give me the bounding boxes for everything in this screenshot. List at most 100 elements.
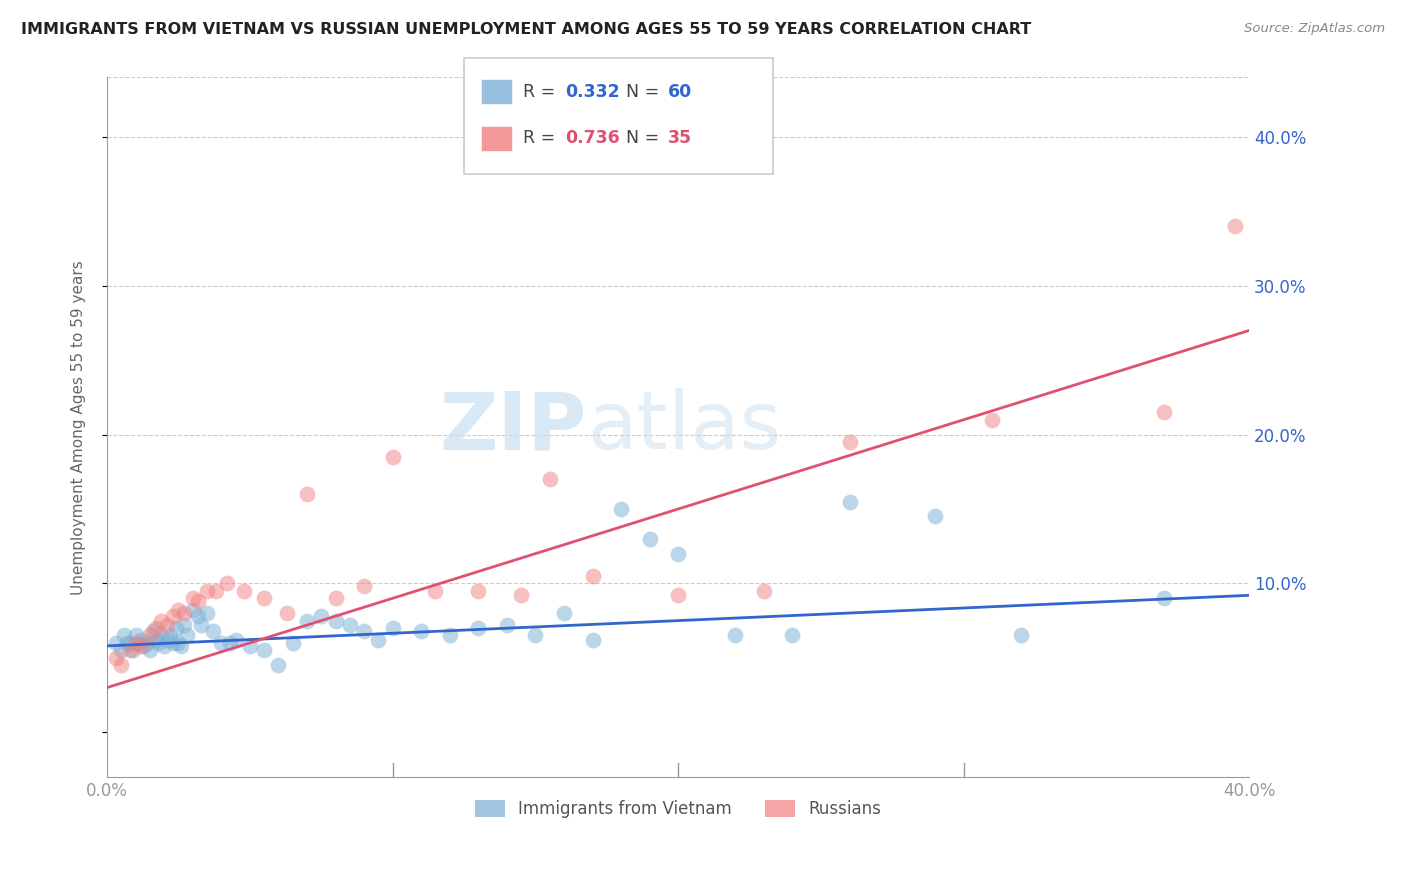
Text: N =: N = xyxy=(626,129,665,147)
Point xyxy=(309,609,332,624)
Point xyxy=(218,636,240,650)
Point xyxy=(225,632,247,647)
Point xyxy=(142,624,165,638)
Point xyxy=(1010,628,1032,642)
Point xyxy=(367,632,389,647)
Point xyxy=(325,614,347,628)
Point xyxy=(1153,591,1175,606)
Point xyxy=(156,632,179,647)
Text: IMMIGRANTS FROM VIETNAM VS RUSSIAN UNEMPLOYMENT AMONG AGES 55 TO 59 YEARS CORREL: IMMIGRANTS FROM VIETNAM VS RUSSIAN UNEMP… xyxy=(21,22,1032,37)
Point xyxy=(167,603,190,617)
Point xyxy=(173,618,195,632)
Point xyxy=(381,450,404,464)
Text: Source: ZipAtlas.com: Source: ZipAtlas.com xyxy=(1244,22,1385,36)
Point xyxy=(1153,405,1175,419)
Point xyxy=(150,614,173,628)
Point xyxy=(136,636,159,650)
Legend: Immigrants from Vietnam, Russians: Immigrants from Vietnam, Russians xyxy=(468,793,889,824)
Point xyxy=(110,658,132,673)
Point xyxy=(139,628,162,642)
Point xyxy=(467,621,489,635)
Point xyxy=(204,583,226,598)
Point xyxy=(666,547,689,561)
Point xyxy=(131,632,153,647)
Point xyxy=(411,624,433,638)
Text: R =: R = xyxy=(523,129,561,147)
Point xyxy=(170,639,193,653)
Point xyxy=(153,639,176,653)
Point xyxy=(924,509,946,524)
Point xyxy=(167,636,190,650)
Point xyxy=(104,636,127,650)
Text: atlas: atlas xyxy=(586,388,782,467)
Point xyxy=(190,618,212,632)
Text: N =: N = xyxy=(626,83,665,101)
Point xyxy=(195,606,218,620)
Text: 60: 60 xyxy=(668,83,692,101)
Point xyxy=(150,628,173,642)
Point xyxy=(1223,219,1246,234)
Point xyxy=(666,588,689,602)
Point xyxy=(181,603,204,617)
Point xyxy=(162,636,184,650)
Point xyxy=(838,435,860,450)
Point xyxy=(233,583,256,598)
Point xyxy=(425,583,447,598)
Point xyxy=(581,569,603,583)
Point xyxy=(134,639,156,653)
Point xyxy=(148,636,170,650)
Point xyxy=(353,579,375,593)
Point xyxy=(510,588,533,602)
Point xyxy=(724,628,747,642)
Y-axis label: Unemployment Among Ages 55 to 59 years: Unemployment Among Ages 55 to 59 years xyxy=(72,260,86,595)
Point xyxy=(276,606,298,620)
Point xyxy=(176,628,198,642)
Point xyxy=(145,632,167,647)
Point xyxy=(638,532,661,546)
Point xyxy=(381,621,404,635)
Point xyxy=(610,502,633,516)
Point xyxy=(295,487,318,501)
Point xyxy=(981,413,1004,427)
Point xyxy=(538,472,561,486)
Point xyxy=(121,643,143,657)
Text: ZIP: ZIP xyxy=(440,388,586,467)
Point xyxy=(295,614,318,628)
Point xyxy=(162,609,184,624)
Point xyxy=(110,643,132,657)
Point xyxy=(124,628,146,642)
Point xyxy=(239,639,262,653)
Point xyxy=(267,658,290,673)
Point xyxy=(139,643,162,657)
Point xyxy=(173,606,195,620)
Point xyxy=(187,609,209,624)
Point xyxy=(181,591,204,606)
Text: 0.332: 0.332 xyxy=(565,83,620,101)
Point xyxy=(325,591,347,606)
Point xyxy=(215,576,238,591)
Point xyxy=(353,624,375,638)
Point xyxy=(782,628,804,642)
Point xyxy=(104,650,127,665)
Point xyxy=(187,594,209,608)
Text: 0.736: 0.736 xyxy=(565,129,620,147)
Point xyxy=(118,636,141,650)
Point xyxy=(112,628,135,642)
Point xyxy=(752,583,775,598)
Point xyxy=(209,636,232,650)
Point xyxy=(131,639,153,653)
Point xyxy=(581,632,603,647)
Point xyxy=(495,618,517,632)
Point xyxy=(118,643,141,657)
Point xyxy=(838,494,860,508)
Point xyxy=(115,636,138,650)
Point xyxy=(524,628,547,642)
Text: 35: 35 xyxy=(668,129,692,147)
Point xyxy=(127,636,149,650)
Point xyxy=(159,628,181,642)
Point xyxy=(165,621,187,635)
Point xyxy=(124,636,146,650)
Point xyxy=(339,618,361,632)
Point xyxy=(253,643,276,657)
Point xyxy=(439,628,461,642)
